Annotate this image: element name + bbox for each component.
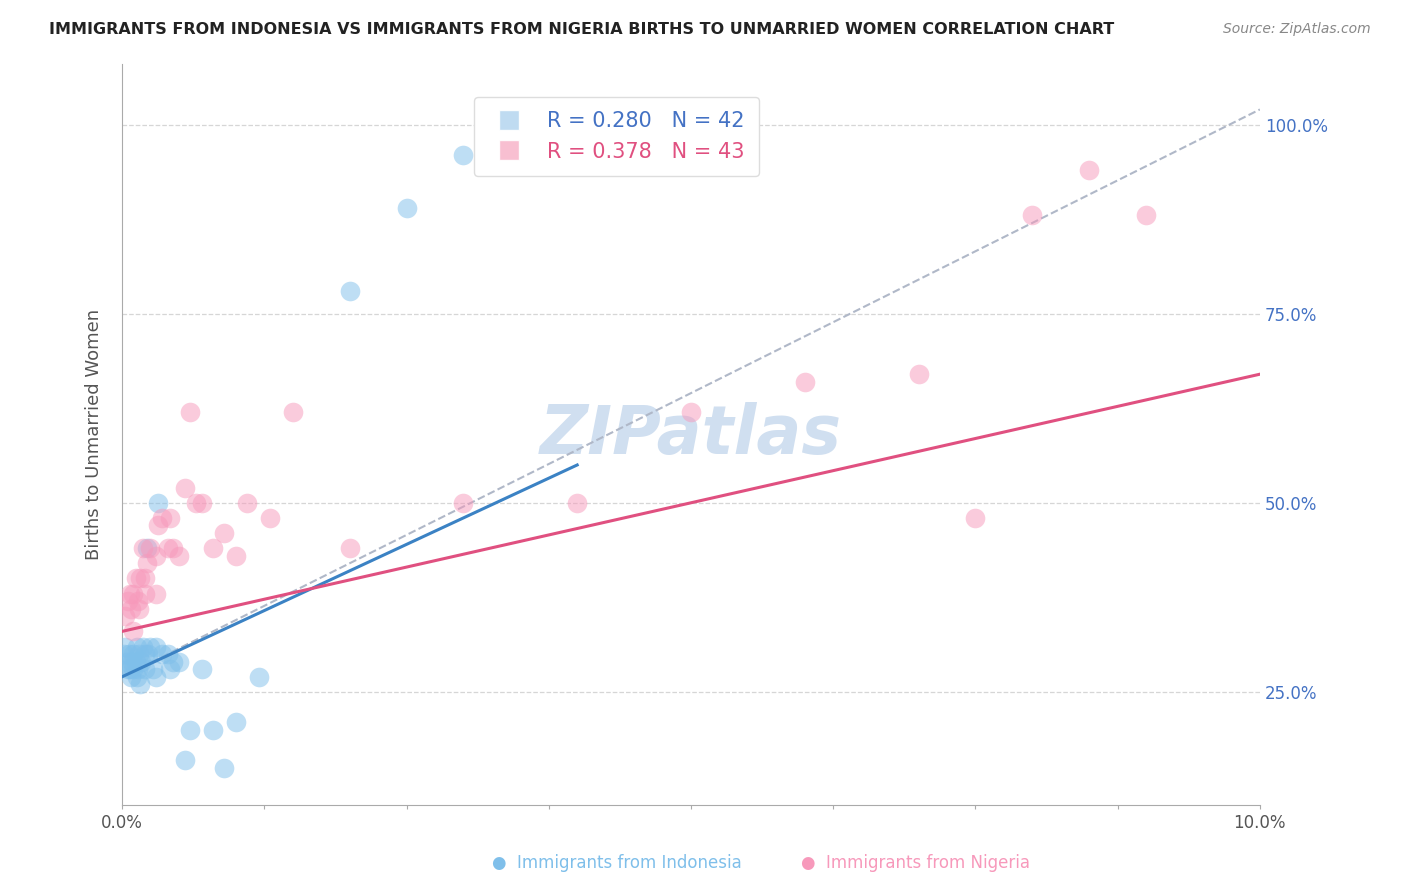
Point xyxy=(142,662,165,676)
Point xyxy=(190,496,212,510)
Point xyxy=(121,655,143,669)
Y-axis label: Births to Unmarried Women: Births to Unmarried Women xyxy=(86,310,103,560)
Point xyxy=(225,715,247,730)
Point xyxy=(167,655,190,669)
Point xyxy=(567,496,589,510)
Text: ZIPatlas: ZIPatlas xyxy=(540,401,842,467)
Point xyxy=(453,496,475,510)
Point xyxy=(127,594,149,608)
Point xyxy=(236,496,259,510)
Point xyxy=(162,655,184,669)
Point xyxy=(136,541,159,556)
Point xyxy=(129,571,152,585)
Point xyxy=(173,753,195,767)
Point xyxy=(118,647,141,661)
Point xyxy=(793,375,815,389)
Point xyxy=(114,640,136,654)
Point xyxy=(128,647,150,661)
Point xyxy=(173,481,195,495)
Point xyxy=(118,662,141,676)
Text: IMMIGRANTS FROM INDONESIA VS IMMIGRANTS FROM NIGERIA BIRTHS TO UNMARRIED WOMEN C: IMMIGRANTS FROM INDONESIA VS IMMIGRANTS … xyxy=(49,22,1115,37)
Point xyxy=(120,601,142,615)
Point xyxy=(145,670,167,684)
Point xyxy=(159,511,181,525)
Point xyxy=(129,677,152,691)
Point xyxy=(150,647,173,661)
Text: Source: ZipAtlas.com: Source: ZipAtlas.com xyxy=(1223,22,1371,37)
Point xyxy=(122,624,145,639)
Point xyxy=(125,640,148,654)
Point xyxy=(122,662,145,676)
Point xyxy=(128,601,150,615)
Point xyxy=(134,662,156,676)
Point xyxy=(190,662,212,676)
Point xyxy=(145,549,167,563)
Point xyxy=(127,662,149,676)
Point xyxy=(167,549,190,563)
Point xyxy=(1021,208,1043,222)
Point xyxy=(122,647,145,661)
Point xyxy=(136,647,159,661)
Point xyxy=(134,571,156,585)
Text: ●  Immigrants from Nigeria: ● Immigrants from Nigeria xyxy=(801,855,1031,872)
Point xyxy=(134,586,156,600)
Point xyxy=(139,541,162,556)
Point xyxy=(156,541,179,556)
Point xyxy=(112,647,135,661)
Point xyxy=(114,609,136,624)
Point xyxy=(202,541,225,556)
Point xyxy=(247,670,270,684)
Point xyxy=(395,201,418,215)
Point xyxy=(159,662,181,676)
Point xyxy=(162,541,184,556)
Point xyxy=(117,662,139,676)
Point xyxy=(115,655,138,669)
Point xyxy=(148,518,170,533)
Point xyxy=(1078,163,1101,178)
Point xyxy=(281,405,304,419)
Point xyxy=(118,586,141,600)
Point xyxy=(156,647,179,661)
Legend: R = 0.280   N = 42, R = 0.378   N = 43: R = 0.280 N = 42, R = 0.378 N = 43 xyxy=(474,96,759,177)
Point xyxy=(136,557,159,571)
Point xyxy=(259,511,281,525)
Point xyxy=(214,526,236,541)
Point xyxy=(131,640,153,654)
Point xyxy=(145,586,167,600)
Point xyxy=(122,586,145,600)
Point xyxy=(907,368,929,382)
Point xyxy=(679,405,702,419)
Point xyxy=(339,541,361,556)
Point xyxy=(125,655,148,669)
Point xyxy=(125,670,148,684)
Point xyxy=(139,640,162,654)
Point xyxy=(202,723,225,737)
Point xyxy=(131,655,153,669)
Point xyxy=(131,541,153,556)
Point xyxy=(125,571,148,585)
Point xyxy=(179,723,201,737)
Point xyxy=(1135,208,1157,222)
Point xyxy=(145,640,167,654)
Point xyxy=(148,496,170,510)
Point xyxy=(225,549,247,563)
Point xyxy=(339,284,361,298)
Point xyxy=(117,594,139,608)
Point xyxy=(179,405,201,419)
Point xyxy=(120,670,142,684)
Point xyxy=(214,760,236,774)
Point xyxy=(184,496,207,510)
Point xyxy=(150,511,173,525)
Point xyxy=(134,647,156,661)
Text: ●  Immigrants from Indonesia: ● Immigrants from Indonesia xyxy=(492,855,742,872)
Point xyxy=(453,148,475,162)
Point xyxy=(965,511,987,525)
